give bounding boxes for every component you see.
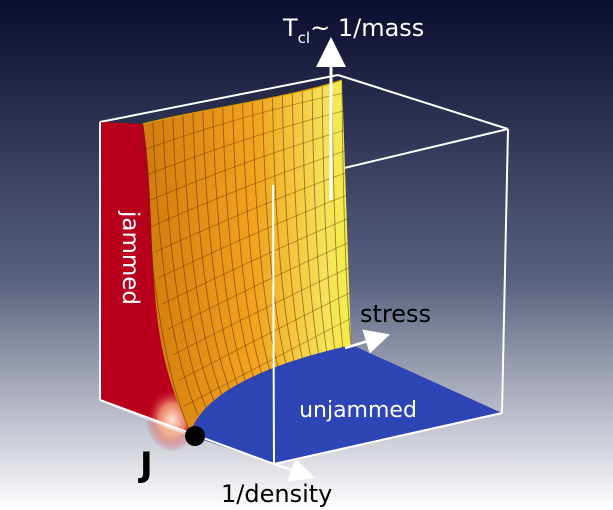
jammed-label: jammed	[117, 210, 143, 305]
unjammed-label: unjammed	[299, 398, 417, 423]
surface-mesh-line	[150, 150, 346, 228]
surface-mesh-line	[192, 109, 231, 392]
surface-mesh-line	[281, 90, 304, 361]
unjammed-region-floor	[186, 345, 502, 464]
surface-mesh-line	[261, 94, 288, 367]
surface-mesh	[142, 79, 352, 433]
surface-mesh-line	[172, 114, 215, 402]
surface-mesh-line	[183, 318, 351, 407]
surface-mesh-line	[147, 129, 345, 202]
surface-mesh-line	[331, 81, 344, 348]
jammed-region-wall	[100, 122, 190, 434]
density-axis-arrow	[273, 458, 315, 482]
surface-mesh-line	[162, 116, 207, 408]
surface-mesh-line	[321, 83, 336, 350]
surface-mesh-line	[202, 107, 239, 388]
point-J-label: J	[138, 445, 153, 485]
surface-mesh-line	[143, 93, 343, 151]
stress-axis-arrow	[344, 329, 390, 354]
surface-mesh-line	[158, 194, 347, 279]
surface-mesh-line	[162, 218, 348, 305]
surface-mesh-line	[167, 242, 349, 330]
surface-mesh-line	[291, 88, 312, 358]
surface-mesh-line	[152, 119, 199, 416]
surface-mesh-line	[242, 98, 271, 373]
surface-mesh-line	[177, 292, 350, 382]
jamming-surface	[142, 79, 352, 433]
stress-axis-label: stress	[360, 300, 431, 328]
density-axis-label: 1/density	[221, 480, 332, 508]
surface-mesh-line	[341, 79, 352, 346]
vertical-axis-subscript: cl	[298, 29, 310, 47]
vertical-axis-label: Tcl~ 1/mass	[282, 14, 424, 47]
vertical-axis-rest: ~ 1/mass	[310, 14, 424, 42]
surface-mesh-line	[172, 267, 349, 356]
surface-mesh-line	[182, 111, 223, 397]
surface-mesh-line	[271, 92, 296, 364]
surface-mesh-line	[311, 85, 328, 353]
surface-mesh-line	[222, 102, 255, 380]
vertical-axis-symbol: T	[282, 14, 298, 42]
surface-mesh-line	[232, 100, 263, 377]
surface-mesh-line	[145, 110, 344, 176]
surface-mesh-line	[142, 123, 191, 433]
surface-mesh-line	[301, 87, 320, 356]
point-J-marker	[185, 426, 205, 446]
surface-mesh-line	[154, 172, 346, 253]
surface-mesh-line	[212, 104, 247, 384]
